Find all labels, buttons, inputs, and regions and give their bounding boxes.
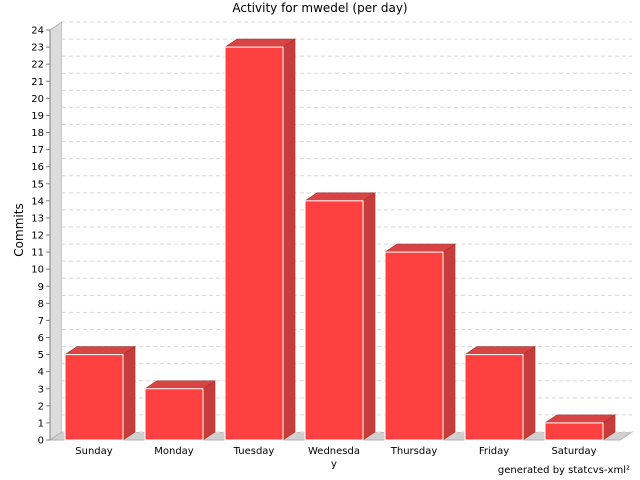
bar — [224, 46, 284, 441]
y-tick-label: 13 — [31, 213, 44, 224]
bar-top — [64, 346, 136, 355]
bar — [544, 422, 604, 441]
y-tick-label: 19 — [31, 111, 44, 122]
x-tick-label: Saturday — [551, 446, 596, 457]
y-tick-label: 7 — [38, 316, 44, 327]
y-tick-label: 3 — [38, 384, 44, 395]
y-tick-label: 5 — [38, 350, 44, 361]
y-tick-label: 23 — [31, 43, 44, 54]
y-tick-label: 15 — [31, 179, 44, 190]
y-tick-label: 9 — [38, 282, 44, 293]
generator-credit: generated by statcvs-xml² — [497, 465, 630, 476]
bar-top — [544, 414, 616, 424]
x-tick-label: Sunday — [75, 446, 112, 457]
x-tick-label: y — [331, 459, 337, 470]
y-tick-label: 10 — [31, 265, 44, 276]
y-tick-label: 1 — [38, 418, 44, 429]
y-tick-label: 17 — [31, 145, 44, 156]
bar — [304, 200, 364, 441]
y-tick-label: 18 — [31, 128, 44, 139]
y-tick-label: 11 — [31, 248, 44, 259]
chart-title: Activity for mwedel (per day) — [232, 1, 408, 15]
x-tick-label: Thursday — [390, 446, 438, 457]
bar — [384, 251, 444, 441]
y-tick-label: 14 — [31, 196, 44, 207]
y-tick-label: 2 — [38, 401, 44, 412]
bar — [464, 354, 524, 441]
left-wall — [49, 21, 63, 441]
y-tick-label: 12 — [31, 231, 44, 242]
bar-top — [224, 38, 296, 48]
bar-side — [522, 346, 536, 441]
y-tick-label: 22 — [31, 60, 44, 71]
y-tick-label: 16 — [31, 162, 44, 173]
bar-top — [384, 243, 456, 253]
bar-side — [442, 243, 456, 441]
bar-side — [122, 346, 136, 441]
bar-side — [362, 192, 376, 441]
y-tick-label: 6 — [38, 333, 44, 344]
y-tick-label: 20 — [31, 94, 44, 105]
y-tick-label: 21 — [31, 77, 44, 88]
bar-top — [464, 346, 536, 355]
bar-side — [202, 380, 216, 441]
bar-side — [282, 38, 296, 441]
x-tick-label: Friday — [479, 446, 509, 457]
y-tick-label: 24 — [31, 26, 44, 37]
bar — [64, 354, 124, 441]
y-tick-label: 4 — [38, 367, 44, 378]
x-tick-label: Wednesda — [308, 446, 360, 457]
y-tick-label: 0 — [38, 436, 44, 447]
bar — [144, 388, 204, 441]
bar-top — [144, 380, 216, 390]
x-tick-label: Monday — [154, 446, 194, 457]
bar-top — [304, 192, 376, 202]
y-tick-label: 8 — [38, 299, 44, 310]
x-tick-label: Tuesday — [233, 446, 275, 457]
